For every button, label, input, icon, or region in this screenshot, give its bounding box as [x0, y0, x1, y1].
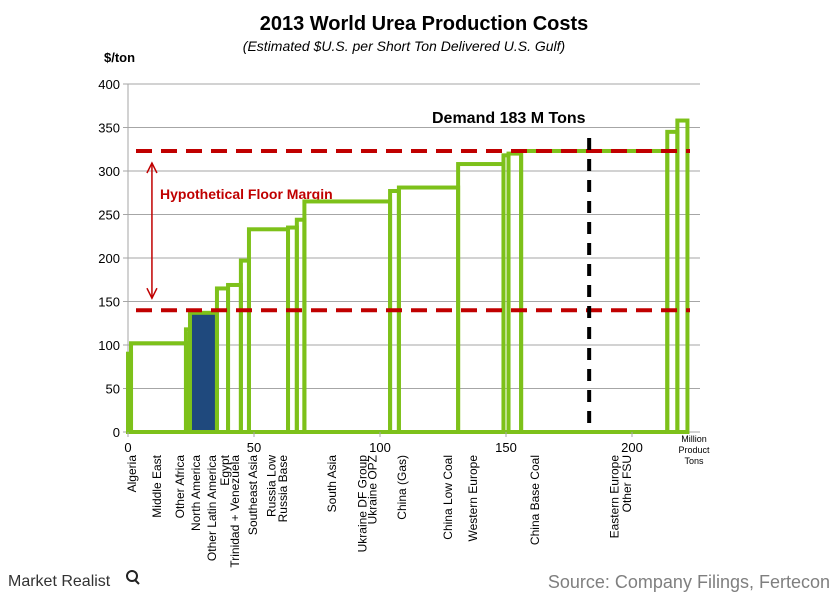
step-bar-middle-east	[129, 341, 188, 435]
category-label: Other Africa	[173, 455, 187, 519]
x-tick-label: 100	[369, 440, 391, 455]
step-bar-southeast-asia	[246, 227, 291, 434]
step-bar-south-asia	[302, 199, 393, 434]
category-label: South Asia	[325, 455, 339, 513]
y-tick-label: 400	[98, 77, 120, 92]
y-tick-label: 50	[106, 382, 120, 397]
category-label: Eastern Europe	[607, 455, 621, 539]
arrow-head-down-icon	[146, 287, 158, 300]
y-tick-label: 200	[98, 251, 120, 266]
chart-title: 2013 World Urea Production Costs	[260, 13, 589, 35]
logo-text: Market Realist	[8, 573, 111, 590]
category-label: Trinidad + Venezuela	[228, 455, 242, 568]
market-realist-logo: Market Realist	[8, 570, 140, 590]
x-tick-label: 50	[247, 440, 261, 455]
x-axis-label: Million Product Tons	[678, 434, 710, 466]
y-tick-label: 350	[98, 121, 120, 136]
category-label: Middle East	[150, 454, 164, 517]
demand-label: Demand 183 M Tons	[432, 110, 586, 127]
category-label: Ukraine OPZ	[365, 455, 379, 524]
y-tick-label: 300	[98, 164, 120, 179]
category-label: Russia Base	[276, 455, 290, 523]
floor-margin-label: Hypothetical Floor Margin	[160, 186, 333, 202]
y-tick-label: 250	[98, 208, 120, 223]
category-label: Egypt	[218, 454, 232, 485]
category-label: Other Latin America	[205, 455, 219, 561]
category-label: China Low Coal	[441, 455, 455, 540]
category-label: North America	[189, 455, 203, 531]
chart-subtitle: (Estimated $U.S. per Short Ton Delivered…	[243, 38, 565, 54]
x-tick-label: 0	[124, 440, 131, 455]
arrow-head-up-icon	[146, 161, 158, 174]
category-label: Other FSU	[620, 455, 634, 512]
magnifier-icon	[126, 570, 138, 582]
category-label: China Base Coal	[528, 455, 542, 545]
y-axis-label: $/ton	[104, 50, 135, 65]
category-label: China (Gas)	[395, 455, 409, 520]
category-label: Western Europe	[466, 455, 480, 542]
x-tick-label: 150	[495, 440, 517, 455]
category-label: Southeast Asia	[246, 455, 260, 535]
step-bar-china-gas-	[456, 162, 506, 434]
step-bar-china-base-coal	[519, 148, 670, 435]
step-bar-other-fsu	[675, 118, 690, 434]
category-label: Russia Low	[265, 455, 279, 517]
x-tick-label: 200	[621, 440, 643, 455]
y-tick-label: 150	[98, 295, 120, 310]
source-note: Source: Company Filings, Fertecon	[548, 572, 830, 592]
category-label: Ukraine DF Group	[355, 455, 369, 553]
y-tick-label: 0	[113, 425, 120, 440]
y-tick-label: 100	[98, 338, 120, 353]
step-bar-north-america	[187, 310, 219, 434]
category-label: Algeria	[125, 455, 139, 493]
